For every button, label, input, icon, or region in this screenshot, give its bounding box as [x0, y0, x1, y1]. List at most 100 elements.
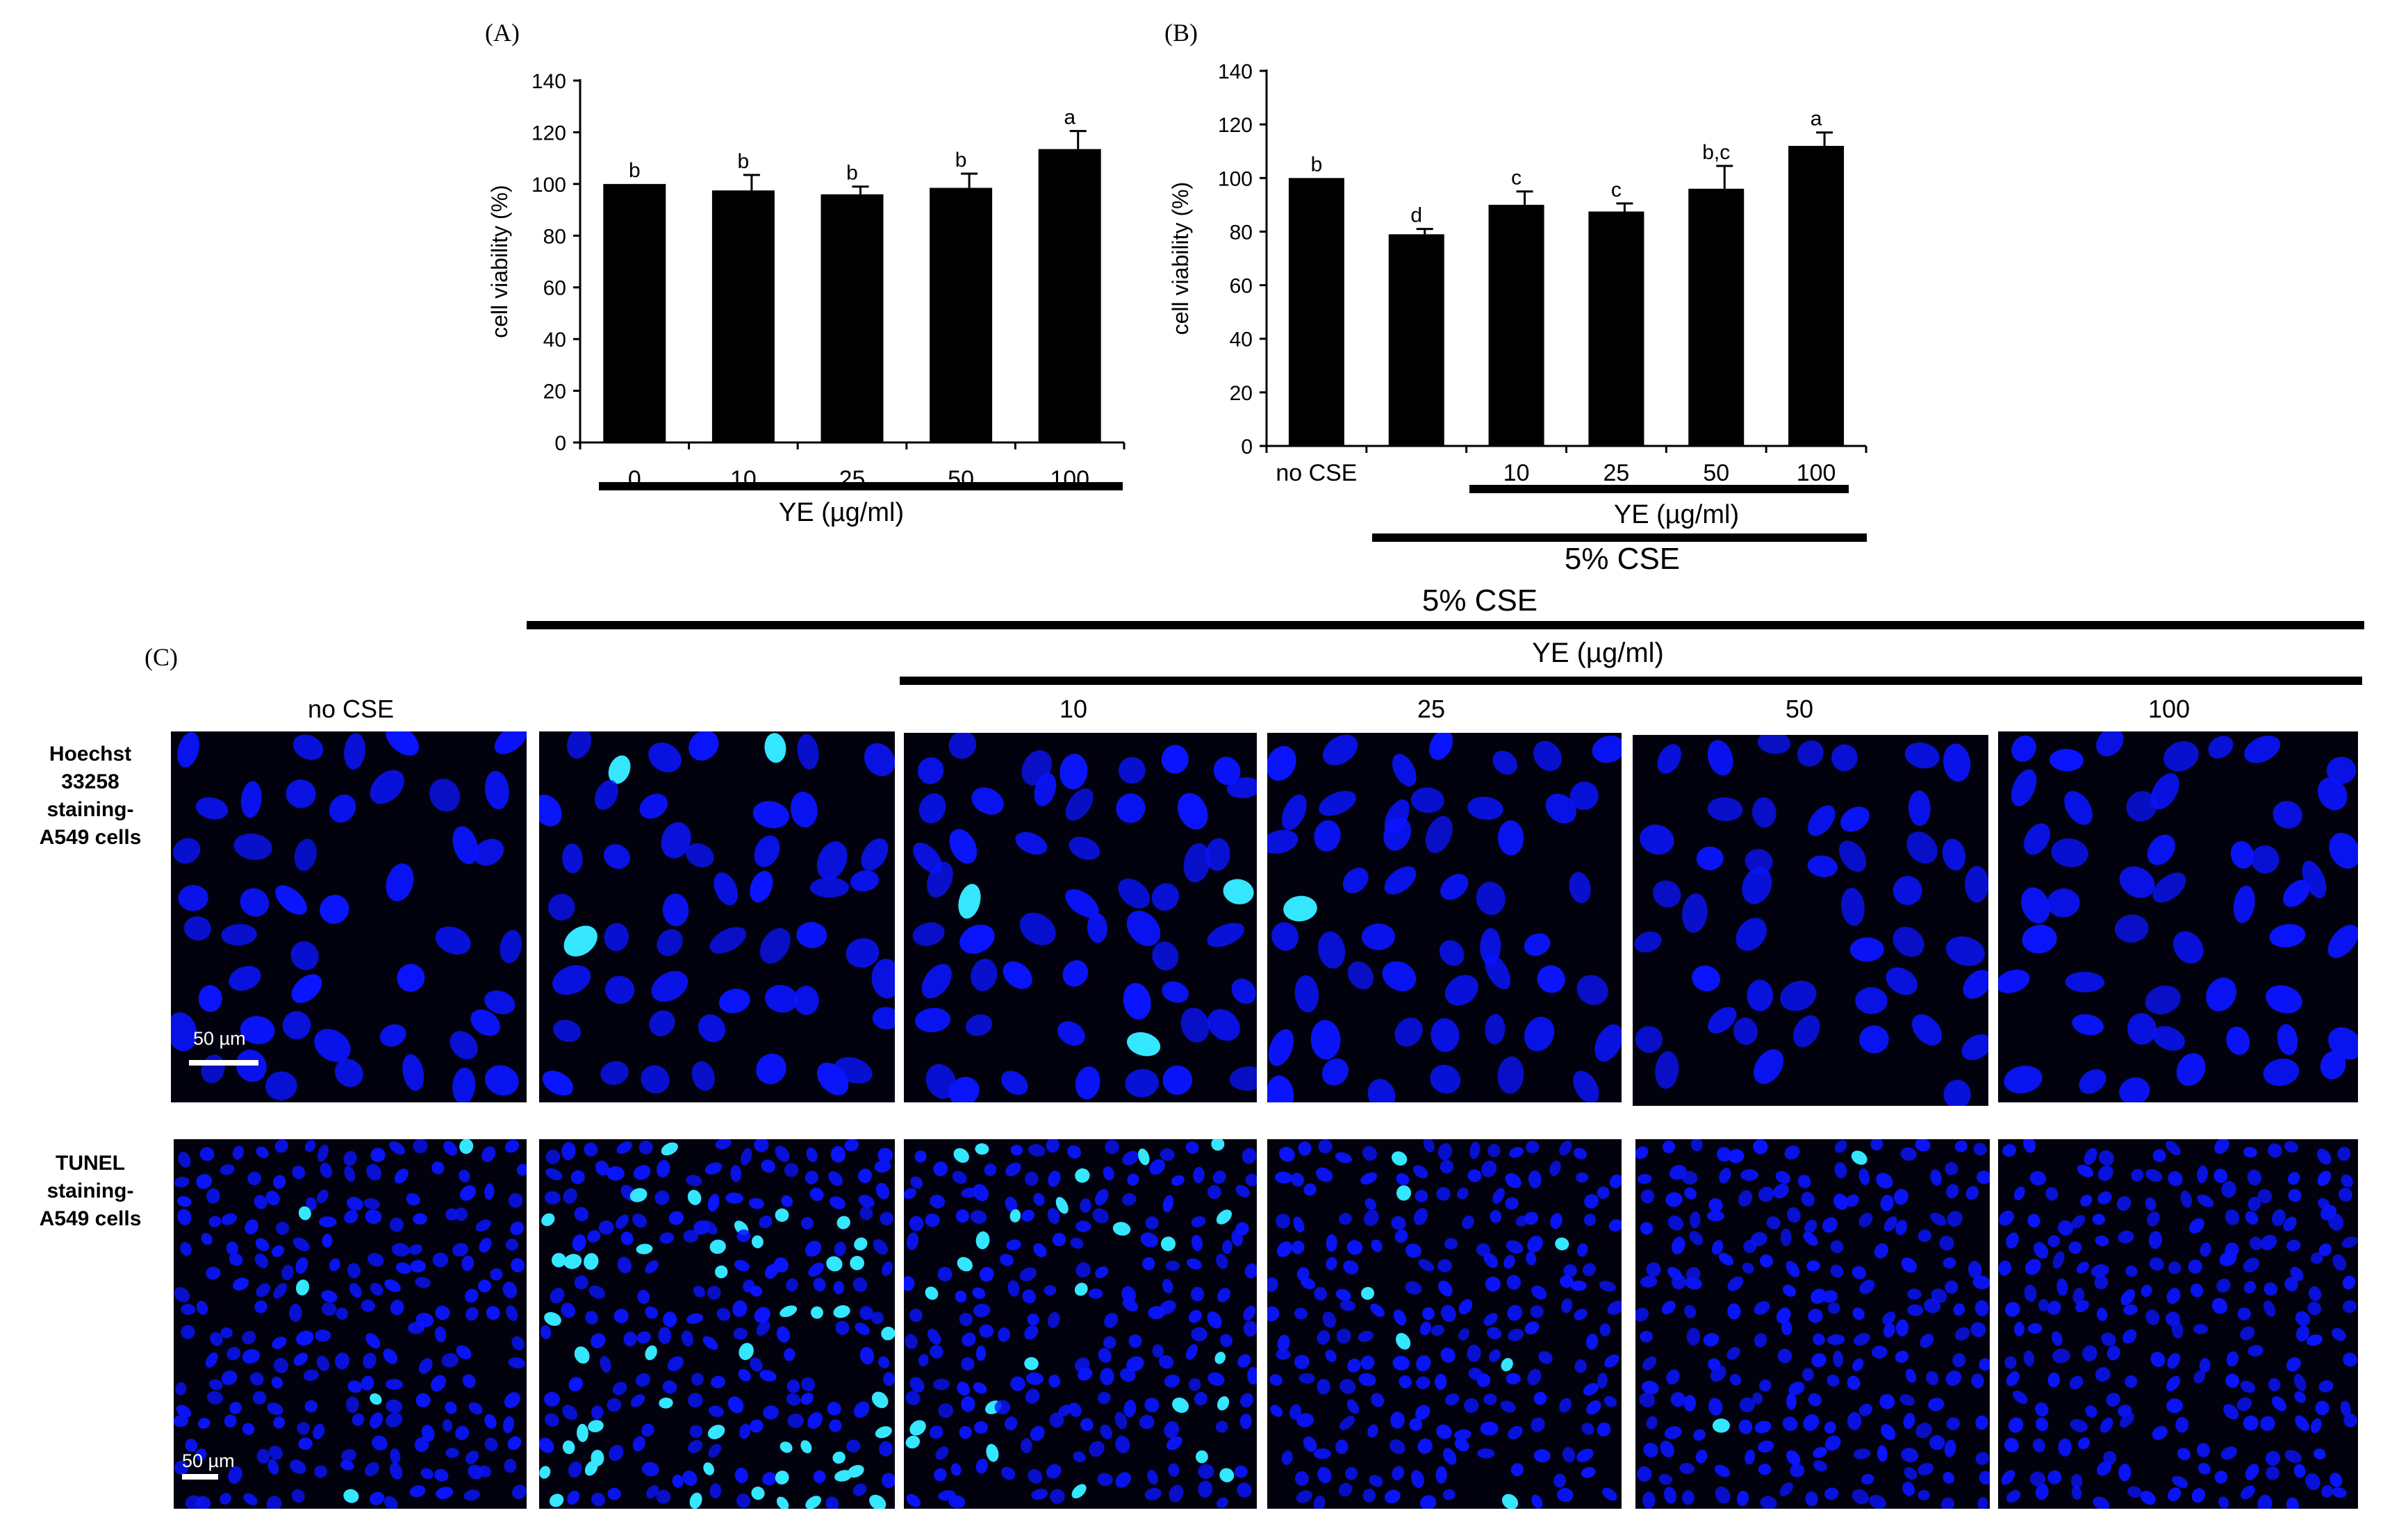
- cell-nucleus: [688, 731, 719, 761]
- cell-nucleus: [561, 1302, 576, 1318]
- cell-nucleus: [855, 1323, 871, 1335]
- cell-nucleus: [1296, 1267, 1310, 1281]
- cell-nucleus: [1780, 980, 1817, 1011]
- cell-nucleus: [808, 1262, 824, 1277]
- cell-nucleus: [668, 1211, 684, 1225]
- cell-nucleus: [2343, 1414, 2357, 1427]
- chart-b-ye-bar: [1469, 485, 1849, 493]
- cell-nucleus: [1492, 1188, 1505, 1204]
- cell-nucleus: [1425, 815, 1453, 854]
- cell-nucleus: [873, 1239, 889, 1255]
- cell-nucleus: [210, 1332, 223, 1346]
- cell-nucleus: [548, 893, 575, 921]
- cell-nucleus: [1640, 825, 1674, 855]
- cell-nucleus: [1105, 1139, 1119, 1154]
- cell-nucleus: [1690, 1211, 1701, 1229]
- cell-nucleus: [2029, 1471, 2046, 1487]
- cell-nucleus: [1422, 1307, 1435, 1320]
- cell-nucleus: [1998, 969, 2030, 993]
- cell-nucleus: [553, 1020, 582, 1042]
- cell-nucleus: [1303, 1436, 1317, 1452]
- cell-nucleus: [2148, 1231, 2163, 1249]
- apoptotic-nucleus: [1217, 1396, 1230, 1411]
- chart-a-y-tick-label: 40: [543, 329, 566, 351]
- cell-nucleus: [1852, 1358, 1864, 1371]
- cell-nucleus: [316, 1355, 329, 1371]
- cell-nucleus: [184, 916, 211, 941]
- cell-nucleus: [1429, 733, 1453, 760]
- cell-nucleus: [762, 1472, 777, 1486]
- cell-nucleus: [545, 1413, 559, 1427]
- cell-nucleus: [1015, 831, 1048, 855]
- cell-nucleus: [389, 1217, 404, 1232]
- cell-nucleus: [1237, 1354, 1251, 1368]
- cell-nucleus: [1028, 1144, 1046, 1157]
- cell-nucleus: [386, 1379, 403, 1390]
- cell-nucleus: [1405, 1243, 1421, 1258]
- cell-nucleus: [1874, 1243, 1888, 1259]
- cell-nucleus: [1503, 1255, 1515, 1269]
- cell-nucleus: [2337, 1146, 2351, 1161]
- cell-nucleus: [445, 1448, 459, 1459]
- cell-nucleus: [1563, 1264, 1577, 1277]
- hoechst-image-ye-50: [1633, 735, 1988, 1106]
- cell-nucleus: [1510, 1463, 1524, 1477]
- apoptotic-nucleus: [953, 1148, 969, 1163]
- cell-nucleus: [1220, 1334, 1233, 1348]
- chart-b-category-label: no CSE: [1276, 460, 1357, 486]
- apoptotic-nucleus: [780, 1441, 793, 1453]
- cell-nucleus: [242, 1423, 255, 1435]
- cell-nucleus: [1592, 735, 1622, 763]
- cell-nucleus: [2208, 736, 2234, 759]
- cell-nucleus: [340, 1459, 354, 1471]
- cell-nucleus: [516, 1164, 527, 1176]
- cell-nucleus: [1733, 1017, 1758, 1045]
- cell-nucleus: [1279, 1147, 1295, 1162]
- cell-nucleus: [1758, 1464, 1772, 1475]
- cell-nucleus: [667, 1356, 684, 1371]
- cell-nucleus: [1168, 1463, 1180, 1477]
- cell-nucleus: [1277, 1241, 1293, 1257]
- cell-nucleus: [2330, 1473, 2343, 1488]
- cell-nucleus: [370, 770, 404, 804]
- chart-b-category-label: 100: [1797, 460, 1836, 486]
- cell-nucleus: [718, 988, 750, 1013]
- cell-nucleus: [1104, 1313, 1119, 1328]
- cell-nucleus: [734, 1467, 748, 1484]
- cell-nucleus: [567, 731, 592, 759]
- cell-nucleus: [1692, 965, 1720, 992]
- cell-nucleus: [367, 1252, 384, 1267]
- cell-nucleus: [1058, 1405, 1072, 1417]
- cell-nucleus: [1292, 1241, 1305, 1255]
- cell-nucleus: [2092, 1214, 2105, 1225]
- cell-nucleus: [1044, 1285, 1057, 1296]
- apoptotic-nucleus: [1396, 1332, 1411, 1350]
- cell-nucleus: [1217, 1497, 1228, 1509]
- cell-nucleus: [1895, 1220, 1908, 1236]
- cell-nucleus: [591, 1333, 606, 1349]
- cell-nucleus: [1550, 1213, 1562, 1229]
- cell-nucleus: [484, 990, 516, 1015]
- cell-nucleus: [1152, 941, 1179, 971]
- cell-nucleus: [435, 1305, 450, 1320]
- cell-nucleus: [604, 922, 629, 952]
- cell-nucleus: [1444, 1238, 1458, 1250]
- cell-nucleus: [998, 1327, 1011, 1342]
- cell-nucleus: [1777, 1348, 1792, 1364]
- cell-nucleus: [1467, 1344, 1481, 1362]
- cell-nucleus: [2082, 1345, 2097, 1361]
- cell-nucleus: [1858, 1212, 1873, 1227]
- cell-nucleus: [1048, 1375, 1061, 1388]
- cell-nucleus: [1965, 866, 1988, 903]
- cell-nucleus: [409, 1485, 426, 1498]
- cell-nucleus: [1643, 1442, 1658, 1457]
- cell-nucleus: [2106, 1346, 2120, 1361]
- cell-nucleus: [1396, 1173, 1410, 1186]
- cell-nucleus: [1506, 1373, 1521, 1384]
- cell-nucleus: [1858, 1168, 1870, 1186]
- apoptotic-nucleus: [1074, 1282, 1088, 1296]
- cell-nucleus: [1339, 1379, 1356, 1394]
- cell-nucleus: [384, 1496, 398, 1509]
- chart-a-bar: [821, 194, 884, 442]
- cell-nucleus: [1394, 1229, 1408, 1243]
